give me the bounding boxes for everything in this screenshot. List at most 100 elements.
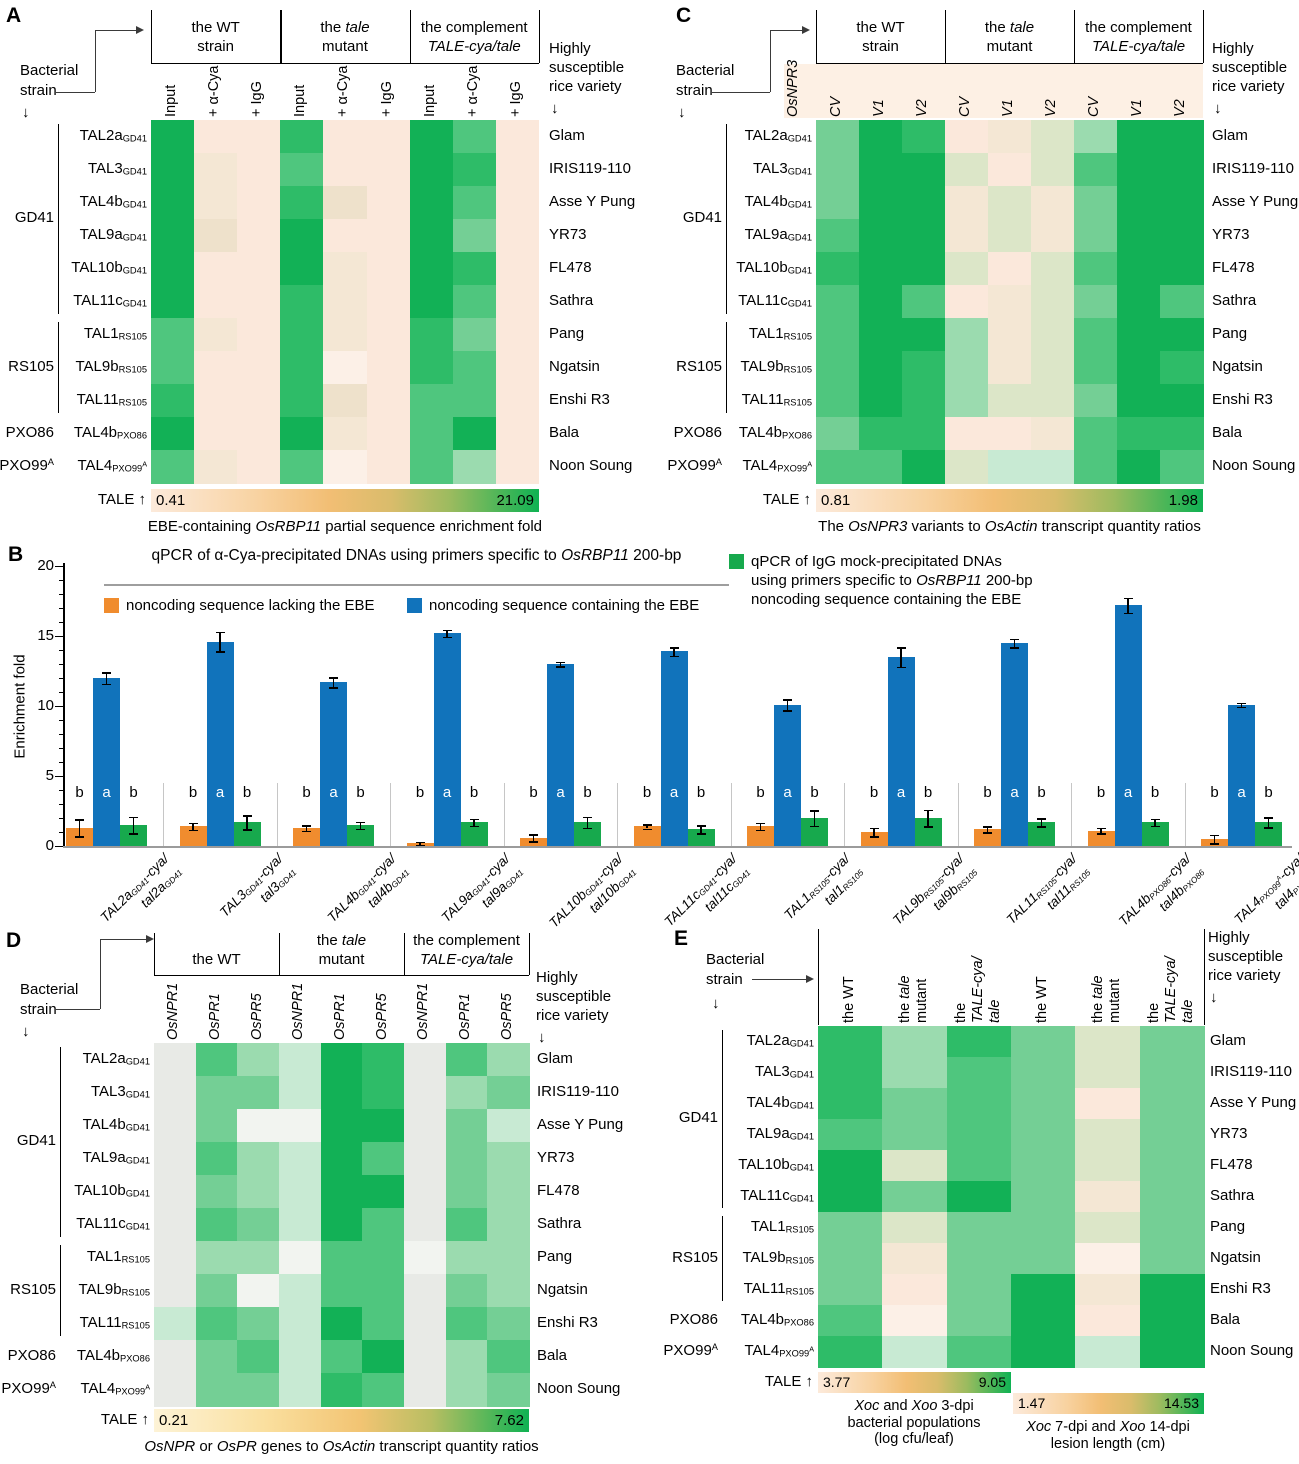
variety-label: Ngatsin [549, 357, 600, 375]
bacterial-strain-label: Bacterial [676, 62, 735, 79]
caption: OsNPR or OsPR genes to OsActin transcrip… [144, 1438, 539, 1455]
strain-group-label: PXO99A [1, 1379, 56, 1397]
col-group-title: the complement TALE-cya/tale [420, 19, 528, 55]
variety-label: YR73 [1210, 1124, 1248, 1142]
heatmap-cell [816, 219, 860, 253]
error-bar-cap [983, 832, 992, 834]
heatmap-cell [279, 1307, 322, 1341]
col-label: V1 [1129, 99, 1145, 117]
bar-lacking-ebe [1087, 830, 1115, 846]
heatmap-cell [495, 351, 540, 385]
heatmap-cell [816, 252, 860, 286]
col-label: + α-Cya [464, 65, 481, 118]
header-background [784, 64, 1203, 118]
heatmap-cell [816, 186, 860, 220]
down-arrow: ↓ [538, 1029, 546, 1046]
heatmap-cell [946, 1057, 1012, 1089]
bar-containing-ebe [1228, 704, 1255, 846]
bar-lacking-ebe [747, 826, 774, 846]
tal-label: TAL4bGD41 [744, 192, 812, 210]
y-tick [55, 846, 63, 848]
heatmap-cell [366, 285, 411, 319]
error-bar [305, 825, 308, 831]
heatmap-cell [1031, 153, 1075, 187]
header-separator [816, 10, 818, 63]
heatmap-cell [487, 1274, 530, 1308]
heatmap-cell [151, 351, 195, 385]
error-bar-cap [302, 830, 311, 833]
heatmap-cell [362, 1340, 405, 1374]
heatmap-cell [1031, 186, 1075, 220]
scale-min: 0.41 [156, 492, 186, 509]
variety-label: Glam [1210, 1031, 1246, 1049]
heatmap-cell [495, 417, 540, 451]
bar-igg-mock [1255, 822, 1282, 846]
strain-group-label: PXO86 [7, 1346, 56, 1364]
heatmap-cell [1010, 1243, 1076, 1275]
heatmap-cell [1117, 384, 1161, 418]
heatmap-cell [452, 318, 497, 352]
heatmap-cell [1160, 252, 1204, 286]
heatmap-cell [237, 417, 281, 451]
error-bar [532, 834, 535, 842]
y-tick [59, 678, 63, 680]
error-bar [219, 631, 221, 652]
y-tick [59, 804, 63, 806]
heatmap-cell [902, 351, 946, 385]
variety-label: Sathra [1210, 1186, 1255, 1204]
error-bar [1213, 834, 1216, 844]
scale-bar: 0.41 21.09 [151, 489, 539, 512]
error-bar [473, 818, 475, 826]
variety-label: Enshi R3 [1212, 390, 1273, 408]
heatmap-cell [445, 1307, 488, 1341]
scale-max: 14.53 [1163, 1395, 1199, 1411]
heatmap-cell [1074, 417, 1118, 451]
error-bar-cap [442, 636, 452, 639]
heatmap-cell [1160, 318, 1204, 352]
col-label: OsPR1 [457, 993, 474, 1040]
y-tick [59, 622, 63, 624]
heatmap-cell [452, 252, 497, 286]
header-rule [154, 975, 530, 977]
heatmap-cell [945, 318, 989, 352]
bar-containing-ebe [1114, 605, 1142, 846]
right-header-line: rice variety [1208, 967, 1281, 984]
heatmap-cell [1160, 417, 1204, 451]
heatmap-cell [151, 318, 195, 352]
error-bar-cap [215, 631, 225, 634]
heatmap-cell [280, 318, 324, 352]
panel-letter: B [8, 543, 24, 566]
scale-bar: 3.77 9.05 [818, 1372, 1011, 1393]
strain-group-label: PXO86 [5, 423, 54, 441]
heatmap-cell [362, 1307, 405, 1341]
legend-label: noncoding sequence containing the EBE [429, 597, 700, 614]
arrow-head [806, 975, 814, 984]
heatmap-cell [195, 1340, 238, 1374]
heatmap-cell [1117, 351, 1161, 385]
heatmap-cell [988, 450, 1032, 484]
col-group-title: the complement TALE-cya/tale [413, 932, 520, 968]
tal-label: TAL4PXO99A [744, 1341, 814, 1359]
heatmap-cell [237, 1373, 280, 1407]
tal-label: TAL1RS105 [750, 1217, 814, 1235]
heatmap-cell [882, 1150, 948, 1182]
y-tick [59, 594, 63, 596]
heatmap-cell [320, 1274, 363, 1308]
heatmap-cell [195, 1043, 238, 1077]
error-bar [105, 672, 108, 684]
sig-letter: b [583, 784, 592, 801]
heatmap-cell [1139, 1181, 1205, 1213]
error-bar [332, 677, 335, 688]
heatmap-cell [495, 252, 540, 286]
header-separator [280, 10, 282, 63]
y-axis [63, 563, 65, 846]
variety-label: Asse Y Pung [549, 192, 636, 210]
heatmap-cell [1160, 186, 1204, 220]
col-label: + α-Cya [206, 65, 223, 118]
col-label: OsPR5 [498, 993, 515, 1040]
heatmap-cell [237, 1208, 280, 1242]
heatmap-cell [988, 252, 1032, 286]
strain-group-label: PXO99A [667, 456, 722, 474]
heatmap-cell [1139, 1057, 1205, 1089]
